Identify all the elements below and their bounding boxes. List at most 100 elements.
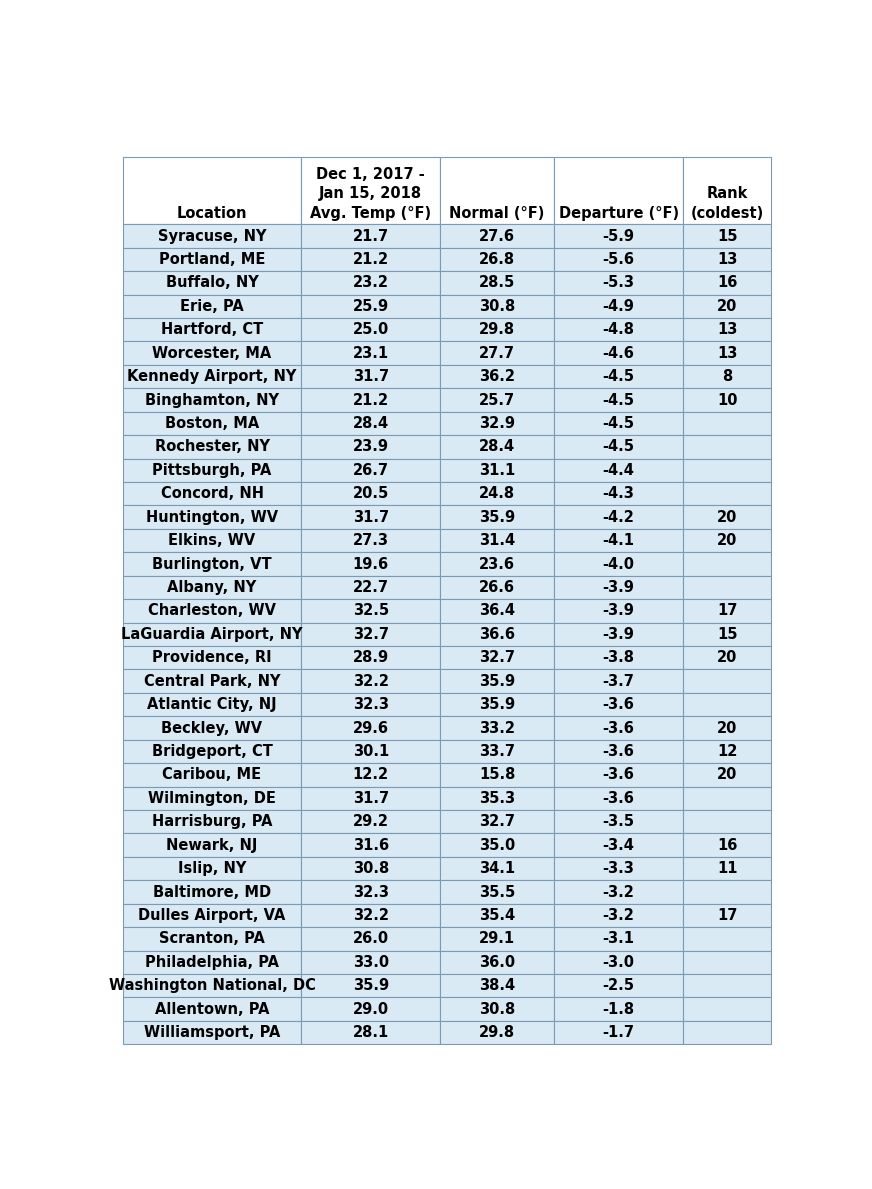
Text: 35.9: 35.9	[479, 697, 515, 712]
Text: 29.2: 29.2	[353, 814, 389, 829]
Text: 30.8: 30.8	[479, 1001, 515, 1017]
Bar	[123, 341, 301, 365]
Bar	[554, 833, 684, 857]
Bar	[123, 271, 301, 295]
Text: Williamsport, PA: Williamsport, PA	[144, 1025, 280, 1040]
Bar	[301, 974, 440, 998]
Text: 29.1: 29.1	[479, 931, 515, 946]
Bar	[554, 575, 684, 599]
Text: 36.6: 36.6	[479, 627, 515, 642]
Text: 20: 20	[717, 298, 738, 314]
Text: Baltimore, MD: Baltimore, MD	[153, 885, 271, 900]
Text: 15: 15	[717, 627, 738, 642]
Bar	[554, 317, 684, 341]
Text: Rochester, NY: Rochester, NY	[154, 440, 269, 454]
Text: -3.6: -3.6	[603, 767, 635, 782]
Text: -4.8: -4.8	[603, 322, 635, 338]
Text: 28.4: 28.4	[479, 440, 515, 454]
Text: 20: 20	[717, 721, 738, 736]
Bar	[123, 716, 301, 740]
Bar	[684, 482, 771, 505]
Bar	[301, 833, 440, 857]
Text: -3.9: -3.9	[603, 580, 635, 594]
Text: 33.2: 33.2	[479, 721, 515, 736]
Bar	[123, 951, 301, 974]
Text: -3.0: -3.0	[603, 955, 635, 970]
Text: -3.2: -3.2	[603, 885, 635, 900]
Text: Buffalo, NY: Buffalo, NY	[166, 276, 258, 290]
Bar	[554, 553, 684, 575]
Bar	[301, 857, 440, 880]
Bar	[684, 763, 771, 787]
Bar	[684, 529, 771, 553]
Bar	[301, 459, 440, 482]
Text: 32.9: 32.9	[479, 416, 515, 430]
Bar	[554, 623, 684, 646]
Bar	[440, 271, 554, 295]
Bar	[684, 389, 771, 411]
Text: Charleston, WV: Charleston, WV	[148, 603, 276, 618]
Text: -1.7: -1.7	[603, 1025, 635, 1040]
Bar	[123, 157, 301, 225]
Bar	[440, 693, 554, 716]
Bar	[684, 974, 771, 998]
Bar	[123, 225, 301, 247]
Text: 26.6: 26.6	[479, 580, 515, 594]
Bar	[123, 295, 301, 317]
Text: Boston, MA: Boston, MA	[165, 416, 259, 430]
Bar	[123, 389, 301, 411]
Bar	[440, 1021, 554, 1044]
Bar	[684, 740, 771, 763]
Text: 17: 17	[717, 908, 738, 923]
Text: 25.0: 25.0	[352, 322, 389, 338]
Text: 12.2: 12.2	[352, 767, 389, 782]
Text: -5.6: -5.6	[603, 252, 635, 268]
Text: Rank
(coldest): Rank (coldest)	[691, 187, 764, 221]
Text: 25.7: 25.7	[479, 392, 515, 408]
Text: 19.6: 19.6	[352, 556, 389, 572]
Bar	[684, 317, 771, 341]
Bar	[123, 482, 301, 505]
Bar	[301, 365, 440, 389]
Text: -4.9: -4.9	[603, 298, 635, 314]
Bar	[123, 459, 301, 482]
Text: Central Park, NY: Central Park, NY	[144, 674, 280, 688]
Text: Newark, NJ: Newark, NJ	[167, 838, 258, 853]
Bar	[440, 880, 554, 904]
Text: 28.9: 28.9	[352, 650, 389, 666]
Bar	[554, 787, 684, 810]
Bar	[301, 927, 440, 951]
Bar	[440, 599, 554, 623]
Bar	[301, 435, 440, 459]
Bar	[123, 998, 301, 1021]
Bar	[301, 295, 440, 317]
Text: -5.3: -5.3	[603, 276, 635, 290]
Bar	[554, 716, 684, 740]
Bar	[301, 553, 440, 575]
Bar	[440, 295, 554, 317]
Bar	[123, 740, 301, 763]
Text: 23.1: 23.1	[352, 346, 389, 360]
Text: 35.4: 35.4	[479, 908, 515, 923]
Bar	[554, 389, 684, 411]
Text: -4.5: -4.5	[603, 416, 635, 430]
Bar	[684, 833, 771, 857]
Bar	[123, 365, 301, 389]
Bar	[440, 716, 554, 740]
Text: Albany, NY: Albany, NY	[167, 580, 256, 594]
Bar	[440, 459, 554, 482]
Bar	[684, 459, 771, 482]
Text: Hartford, CT: Hartford, CT	[161, 322, 263, 338]
Text: -1.8: -1.8	[603, 1001, 635, 1017]
Text: 25.9: 25.9	[352, 298, 389, 314]
Bar	[440, 435, 554, 459]
Bar	[684, 225, 771, 247]
Text: Elkins, WV: Elkins, WV	[168, 533, 255, 548]
Text: 20: 20	[717, 510, 738, 524]
Bar	[301, 317, 440, 341]
Text: 15: 15	[717, 228, 738, 244]
Text: 29.8: 29.8	[479, 322, 515, 338]
Text: 29.6: 29.6	[353, 721, 389, 736]
Text: 32.7: 32.7	[479, 650, 515, 666]
Bar	[440, 904, 554, 927]
